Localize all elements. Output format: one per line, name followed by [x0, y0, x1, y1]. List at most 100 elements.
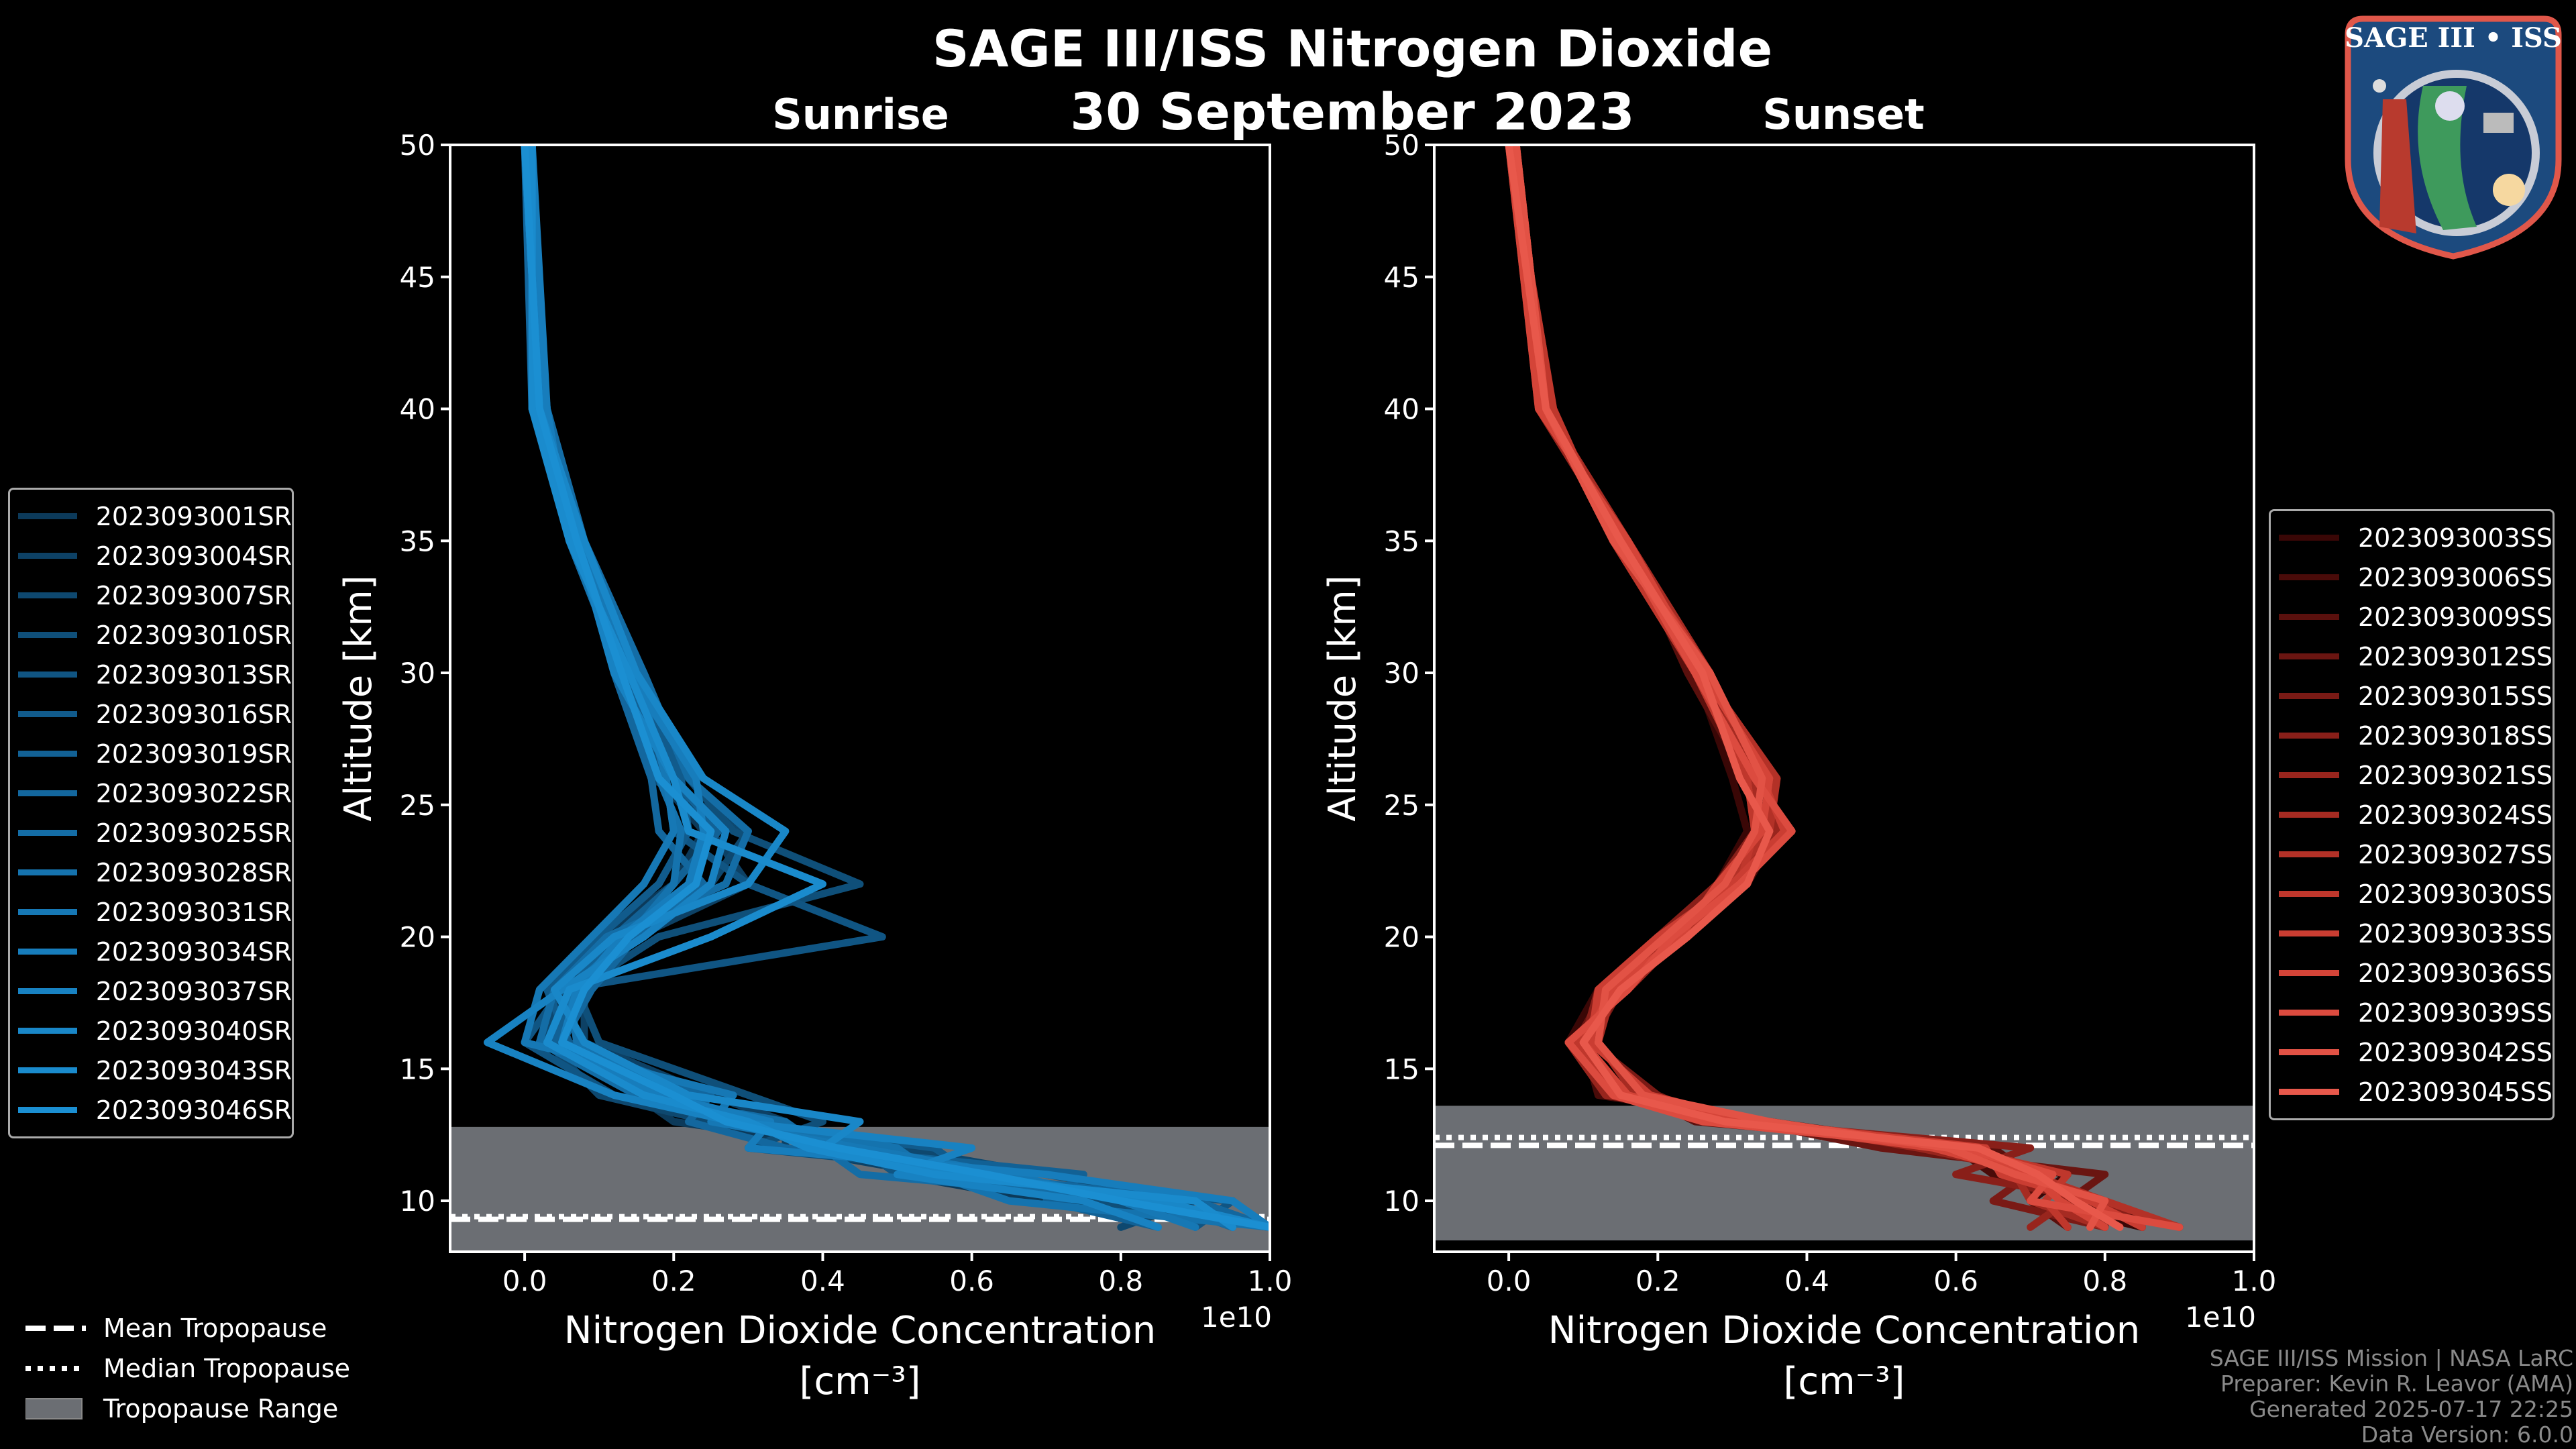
legend-tropopause-range: Tropopause Range	[25, 1389, 350, 1429]
legend-label: 2023093028SR	[95, 857, 292, 888]
legend-item: 2023093021SS	[2271, 755, 2553, 795]
x-tick-label: 0.6	[1933, 1265, 1978, 1297]
profile-line-2023093039SS	[1505, 145, 2184, 1231]
x-tick-label: 0.2	[1635, 1265, 1680, 1297]
legend-label: 2023093006SS	[2357, 562, 2553, 592]
legend-item: 2023093013SR	[10, 655, 292, 694]
y-tick-label: 15	[400, 1053, 435, 1085]
x-axis-multiplier: 1e10	[1201, 1301, 1272, 1334]
legend-item: 2023093031SR	[10, 892, 292, 932]
sage-iii-iss-logo: SAGE III • ISS	[2343, 12, 2564, 262]
legend-swatch	[2279, 1089, 2339, 1095]
legend-label: 2023093046SR	[95, 1095, 292, 1125]
legend-item: 2023093045SS	[2271, 1072, 2553, 1112]
legend-swatch	[18, 1107, 77, 1113]
legend-label: 2023093007SR	[95, 580, 292, 610]
legend-item: 2023093036SS	[2271, 953, 2553, 993]
x-tick-label: 0.6	[949, 1265, 994, 1297]
legend-swatch	[2279, 535, 2339, 541]
y-tick-label: 50	[400, 129, 435, 162]
y-tick-label: 45	[400, 261, 435, 294]
legend-swatch	[2279, 693, 2339, 699]
y-axis-label: Altitude [km]	[337, 575, 380, 821]
profile-line-2023093045SS	[1505, 145, 2124, 1231]
svg-text:SAGE III • ISS: SAGE III • ISS	[2345, 22, 2562, 54]
sunset-subtitle: Sunset	[1762, 90, 1925, 139]
y-tick-label: 10	[400, 1185, 435, 1218]
legend-swatch	[18, 949, 77, 955]
dashed-line-icon	[25, 1326, 86, 1331]
legend-swatch	[18, 672, 77, 678]
y-axis-label: Altitude [km]	[1321, 575, 1364, 821]
legend-label: 2023093009SS	[2357, 602, 2553, 632]
chart-title: SAGE III/ISS Nitrogen Dioxide	[932, 19, 1773, 78]
x-tick-label: 0.8	[2082, 1265, 2127, 1297]
legend-label: 2023093024SS	[2357, 800, 2553, 830]
legend-label: 2023093018SS	[2357, 720, 2553, 751]
legend-swatch	[2279, 1010, 2339, 1016]
credits: SAGE III/ISS Mission | NASA LaRC Prepare…	[2210, 1346, 2573, 1448]
sunset-legend: 2023093003SS 2023093006SS 2023093009SS 2023…	[2269, 509, 2555, 1120]
legend-swatch	[18, 830, 77, 836]
legend-item: 2023093012SS	[2271, 637, 2553, 676]
legend-label: 2023093040SR	[95, 1016, 292, 1046]
legend-swatch	[2279, 1049, 2339, 1055]
y-tick-label: 40	[400, 393, 435, 426]
y-tick-label: 25	[1384, 789, 1419, 822]
legend-item: 2023093033SS	[2271, 914, 2553, 953]
legend-swatch	[2279, 733, 2339, 739]
x-axis-unit: [cm⁻³]	[1783, 1360, 1904, 1403]
legend-swatch	[18, 790, 77, 796]
legend-label: 2023093019SR	[95, 739, 292, 769]
sunrise-plot: 0.0 0.2 0.4 0.6 0.8 1.0 10 15 20 25 30 35 40 45 50 Alti…	[337, 129, 1292, 1403]
legend-label: 2023093010SR	[95, 620, 292, 650]
legend-label: 2023093022SR	[95, 778, 292, 808]
legend-item: 2023093024SS	[2271, 795, 2553, 835]
legend-swatch	[2279, 614, 2339, 620]
legend-swatch	[18, 751, 77, 757]
legend-label: 2023093034SR	[95, 936, 292, 967]
sunset-plot-area	[1434, 145, 2254, 1241]
legend-swatch	[2279, 891, 2339, 897]
legend-item: 2023093022SR	[10, 773, 292, 813]
legend-label: 2023093039SS	[2357, 998, 2553, 1028]
legend-label: 2023093003SS	[2357, 523, 2553, 553]
legend-item: 2023093027SS	[2271, 835, 2553, 874]
legend-swatch	[18, 632, 77, 638]
legend-swatch	[2279, 653, 2339, 659]
legend-swatch	[18, 513, 77, 519]
legend-item: 2023093001SR	[10, 496, 292, 536]
y-tick-label: 30	[400, 657, 435, 690]
x-tick-label: 0.2	[651, 1265, 696, 1297]
legend-swatch	[18, 553, 77, 559]
legend-swatch	[18, 1067, 77, 1073]
legend-swatch	[2279, 574, 2339, 580]
legend-item: 2023093028SR	[10, 853, 292, 892]
legend-item: 2023093007SR	[10, 576, 292, 615]
legend-label: 2023093012SS	[2357, 641, 2553, 672]
y-tick-label: 45	[1384, 261, 1419, 294]
chart-date: 30 September 2023	[1070, 82, 1635, 142]
x-tick-label: 0.0	[502, 1265, 547, 1297]
legend-label: 2023093015SS	[2357, 681, 2553, 711]
legend-label: 2023093021SS	[2357, 760, 2553, 790]
legend-swatch	[2279, 772, 2339, 778]
x-axis-label: Nitrogen Dioxide Concentration	[564, 1309, 1157, 1352]
legend-item: 2023093004SR	[10, 536, 292, 576]
legend-item: 2023093034SR	[10, 932, 292, 971]
legend-item: 2023093019SR	[10, 734, 292, 773]
sunrise-legend: 2023093001SR 2023093004SR 2023093007SR 2023…	[8, 488, 294, 1138]
legend-item: 2023093009SS	[2271, 597, 2553, 637]
credit-mission: SAGE III/ISS Mission | NASA LaRC	[2209, 1345, 2573, 1371]
legend-label: 2023093042SS	[2357, 1037, 2553, 1067]
x-tick-label: 1.0	[2232, 1265, 2277, 1297]
y-tick-label: 20	[400, 921, 435, 954]
x-tick-label: 0.4	[800, 1265, 845, 1297]
sunrise-plot-area	[450, 145, 1270, 1252]
legend-label: 2023093013SR	[95, 659, 292, 690]
profile-line-2023093046SR	[521, 145, 1270, 1231]
tropopause-range-label: Tropopause Range	[103, 1394, 339, 1424]
legend-label: 2023093016SR	[95, 699, 292, 729]
legend-median-tropopause: Median Tropopause	[25, 1348, 350, 1389]
